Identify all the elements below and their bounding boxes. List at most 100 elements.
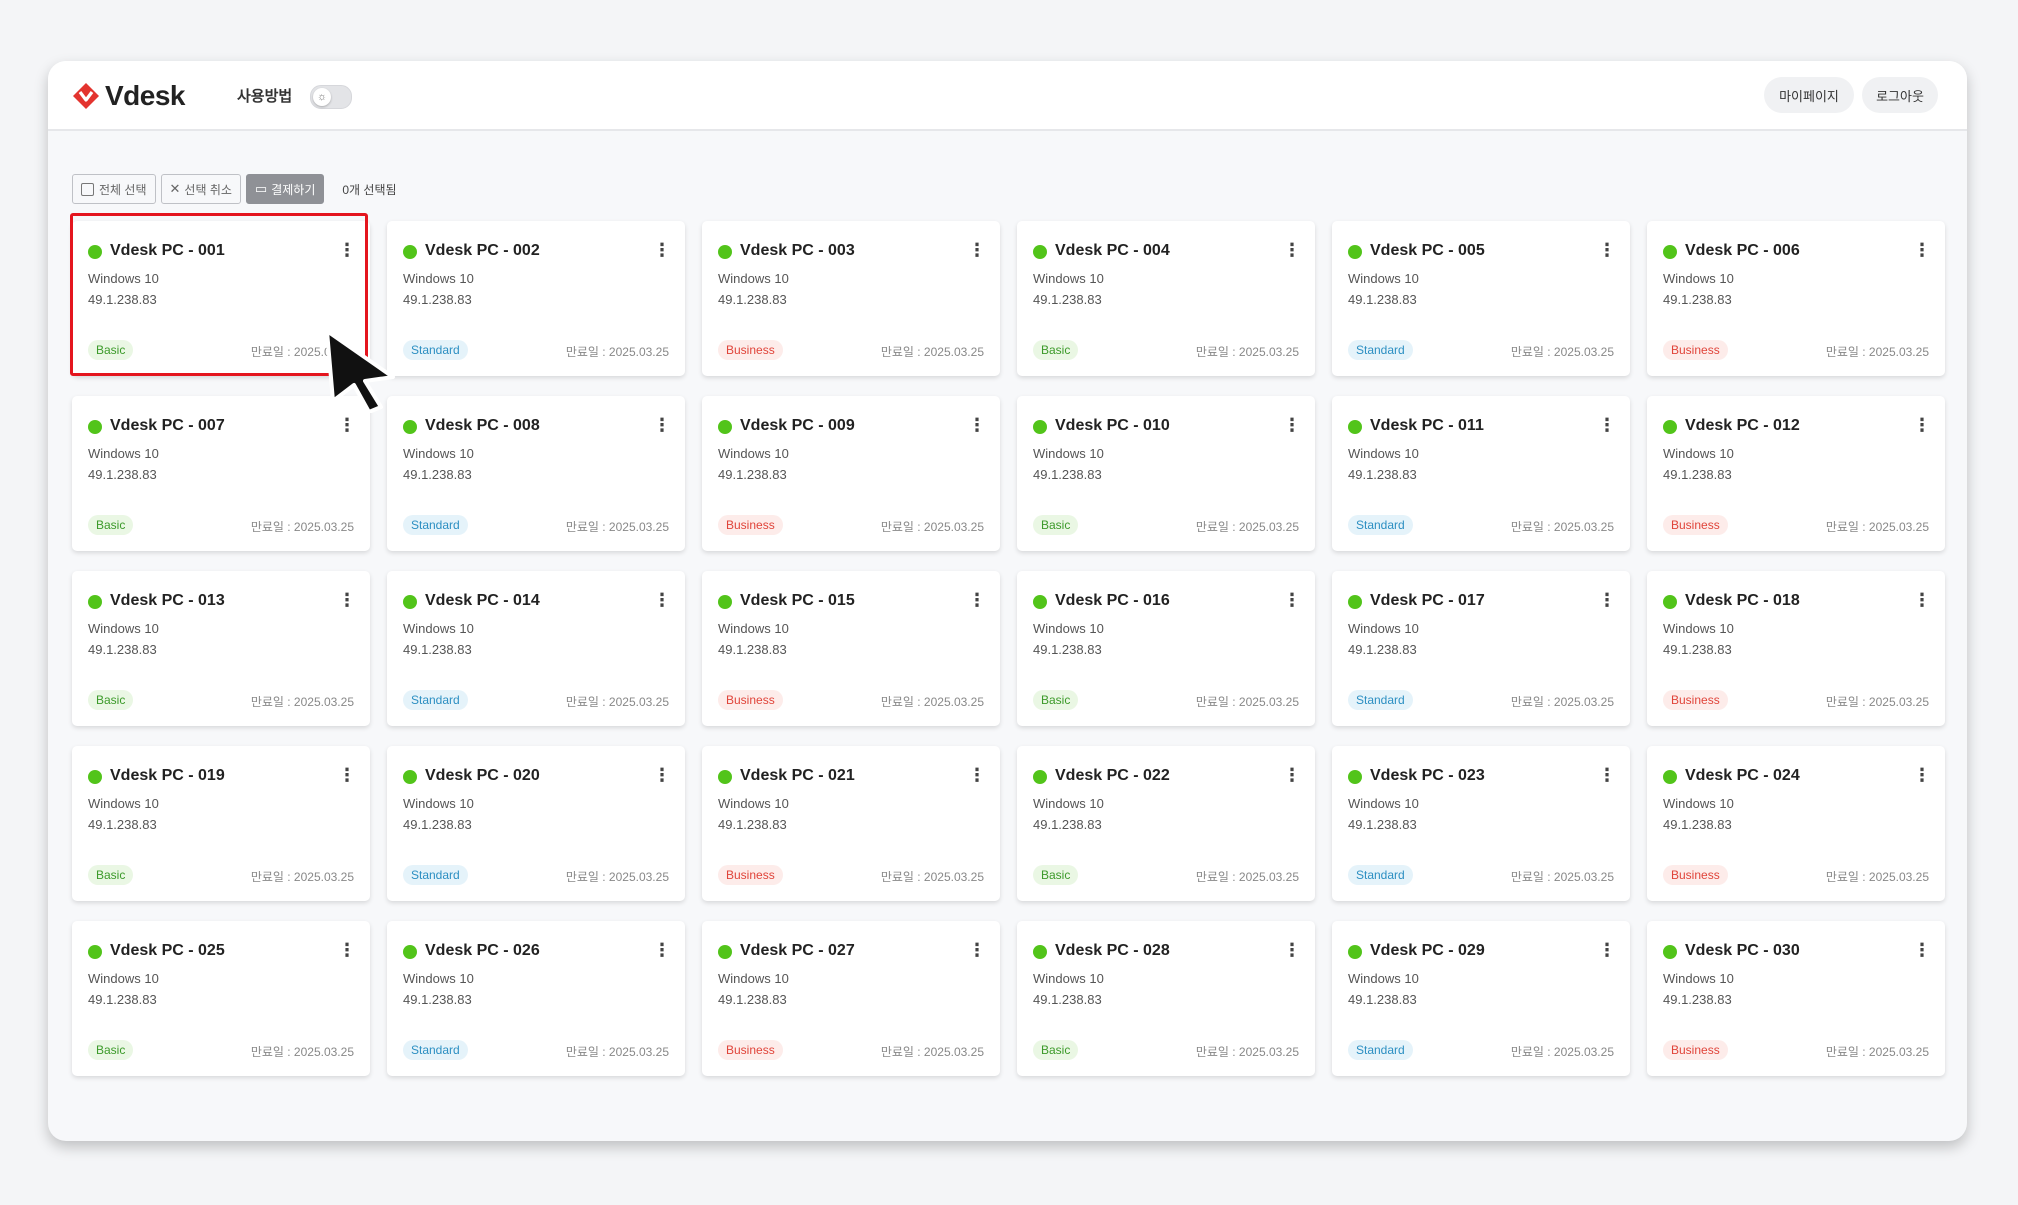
pc-card[interactable]: Vdesk PC - 012 ⋮ Windows 10 49.1.238.83 Busi… bbox=[1647, 396, 1945, 551]
more-vertical-icon[interactable]: ⋮ bbox=[1283, 590, 1301, 610]
pc-card[interactable]: Vdesk PC - 002 ⋮ Windows 10 49.1.238.83 Stan… bbox=[387, 221, 685, 376]
pc-card[interactable]: Vdesk PC - 029 ⋮ Windows 10 49.1.238.83 Stan… bbox=[1332, 921, 1630, 1076]
pc-card[interactable]: Vdesk PC - 015 ⋮ Windows 10 49.1.238.83 Busi… bbox=[702, 571, 1000, 726]
more-vertical-icon[interactable]: ⋮ bbox=[968, 765, 986, 785]
plan-badge: Business bbox=[1663, 1040, 1728, 1060]
status-online-icon bbox=[1663, 245, 1677, 259]
pc-card[interactable]: Vdesk PC - 005 ⋮ Windows 10 49.1.238.83 Stan… bbox=[1332, 221, 1630, 376]
selected-count: 0개 선택됨 bbox=[342, 182, 397, 197]
pay-button[interactable]: ▭ 결제하기 bbox=[245, 174, 325, 204]
pc-os: Windows 10 bbox=[1663, 271, 1734, 286]
more-vertical-icon[interactable]: ⋮ bbox=[968, 240, 986, 260]
pc-card[interactable]: Vdesk PC - 010 ⋮ Windows 10 49.1.238.83 Basi… bbox=[1017, 396, 1315, 551]
pc-name: Vdesk PC - 015 bbox=[740, 592, 855, 609]
pc-card[interactable]: Vdesk PC - 023 ⋮ Windows 10 49.1.238.83 Stan… bbox=[1332, 746, 1630, 901]
pc-os: Windows 10 bbox=[1033, 271, 1104, 286]
more-vertical-icon[interactable]: ⋮ bbox=[653, 590, 671, 610]
pc-name: Vdesk PC - 021 bbox=[740, 767, 855, 784]
deselect-button[interactable]: ✕ 선택 취소 bbox=[160, 174, 241, 204]
howto-toggle[interactable]: ☼ bbox=[310, 85, 352, 109]
more-vertical-icon[interactable]: ⋮ bbox=[968, 590, 986, 610]
more-vertical-icon[interactable]: ⋮ bbox=[338, 765, 356, 785]
plan-badge: Basic bbox=[88, 515, 134, 535]
pc-ip: 49.1.238.83 bbox=[403, 817, 472, 832]
more-vertical-icon[interactable]: ⋮ bbox=[653, 415, 671, 435]
pc-name: Vdesk PC - 018 bbox=[1685, 592, 1800, 609]
pc-os: Windows 10 bbox=[1663, 796, 1734, 811]
more-vertical-icon[interactable]: ⋮ bbox=[1283, 240, 1301, 260]
status-online-icon bbox=[88, 770, 102, 784]
pc-card[interactable]: Vdesk PC - 017 ⋮ Windows 10 49.1.238.83 Stan… bbox=[1332, 571, 1630, 726]
pc-card[interactable]: Vdesk PC - 020 ⋮ Windows 10 49.1.238.83 Stan… bbox=[387, 746, 685, 901]
pc-card[interactable]: Vdesk PC - 026 ⋮ Windows 10 49.1.238.83 Stan… bbox=[387, 921, 685, 1076]
pc-card[interactable]: Vdesk PC - 008 ⋮ Windows 10 49.1.238.83 Stan… bbox=[387, 396, 685, 551]
status-online-icon bbox=[403, 945, 417, 959]
pc-card[interactable]: Vdesk PC - 027 ⋮ Windows 10 49.1.238.83 Busi… bbox=[702, 921, 1000, 1076]
pc-ip: 49.1.238.83 bbox=[1033, 642, 1102, 657]
mypage-button[interactable]: 마이페이지 bbox=[1764, 77, 1854, 113]
more-vertical-icon[interactable]: ⋮ bbox=[1598, 940, 1616, 960]
more-vertical-icon[interactable]: ⋮ bbox=[1913, 240, 1931, 260]
expire-date: 만료일 : 2025.03.25 bbox=[1825, 870, 1929, 884]
more-vertical-icon[interactable]: ⋮ bbox=[1283, 940, 1301, 960]
status-online-icon bbox=[403, 595, 417, 609]
more-vertical-icon[interactable]: ⋮ bbox=[1913, 415, 1931, 435]
pc-card[interactable]: Vdesk PC - 014 ⋮ Windows 10 49.1.238.83 Stan… bbox=[387, 571, 685, 726]
more-vertical-icon[interactable]: ⋮ bbox=[1913, 765, 1931, 785]
more-vertical-icon[interactable]: ⋮ bbox=[1598, 765, 1616, 785]
pc-card[interactable]: Vdesk PC - 022 ⋮ Windows 10 49.1.238.83 Basi… bbox=[1017, 746, 1315, 901]
logo[interactable]: Vdesk bbox=[71, 80, 186, 111]
pc-card[interactable]: Vdesk PC - 004 ⋮ Windows 10 49.1.238.83 Basi… bbox=[1017, 221, 1315, 376]
pc-name: Vdesk PC - 007 bbox=[110, 417, 225, 434]
more-vertical-icon[interactable]: ⋮ bbox=[338, 590, 356, 610]
more-vertical-icon[interactable]: ⋮ bbox=[338, 940, 356, 960]
more-vertical-icon[interactable]: ⋮ bbox=[338, 415, 356, 435]
pc-name: Vdesk PC - 019 bbox=[110, 767, 225, 784]
pc-card[interactable]: Vdesk PC - 006 ⋮ Windows 10 49.1.238.83 Busi… bbox=[1647, 221, 1945, 376]
expire-date: 만료일 : 2025.03.25 bbox=[880, 1045, 984, 1059]
pc-name: Vdesk PC - 008 bbox=[425, 417, 540, 434]
more-vertical-icon[interactable]: ⋮ bbox=[1598, 415, 1616, 435]
pc-name: Vdesk PC - 013 bbox=[110, 592, 225, 609]
more-vertical-icon[interactable]: ⋮ bbox=[338, 240, 356, 260]
pc-card[interactable]: Vdesk PC - 030 ⋮ Windows 10 49.1.238.83 Busi… bbox=[1647, 921, 1945, 1076]
select-all-button[interactable]: 전체 선택 bbox=[72, 174, 156, 204]
pc-card[interactable]: Vdesk PC - 024 ⋮ Windows 10 49.1.238.83 Busi… bbox=[1647, 746, 1945, 901]
more-vertical-icon[interactable]: ⋮ bbox=[1283, 765, 1301, 785]
pc-ip: 49.1.238.83 bbox=[1663, 992, 1732, 1007]
pc-card[interactable]: Vdesk PC - 016 ⋮ Windows 10 49.1.238.83 Basi… bbox=[1017, 571, 1315, 726]
more-vertical-icon[interactable]: ⋮ bbox=[1283, 415, 1301, 435]
expire-date: 만료일 : 2025.03.25 bbox=[880, 695, 984, 709]
pc-card[interactable]: Vdesk PC - 011 ⋮ Windows 10 49.1.238.83 Stan… bbox=[1332, 396, 1630, 551]
pc-card[interactable]: Vdesk PC - 007 ⋮ Windows 10 49.1.238.83 Basi… bbox=[72, 396, 370, 551]
more-vertical-icon[interactable]: ⋮ bbox=[968, 415, 986, 435]
more-vertical-icon[interactable]: ⋮ bbox=[653, 765, 671, 785]
more-vertical-icon[interactable]: ⋮ bbox=[1913, 940, 1931, 960]
pc-card[interactable]: Vdesk PC - 025 ⋮ Windows 10 49.1.238.83 Basi… bbox=[72, 921, 370, 1076]
more-vertical-icon[interactable]: ⋮ bbox=[1598, 590, 1616, 610]
howto-label[interactable]: 사용방법 bbox=[237, 88, 293, 105]
pc-os: Windows 10 bbox=[718, 796, 789, 811]
top-header: Vdesk 사용방법 ☼ 마이페이지 로그아웃 bbox=[48, 61, 1967, 131]
pc-ip: 49.1.238.83 bbox=[1663, 292, 1732, 307]
pc-card[interactable]: Vdesk PC - 009 ⋮ Windows 10 49.1.238.83 Busi… bbox=[702, 396, 1000, 551]
pc-card[interactable]: Vdesk PC - 018 ⋮ Windows 10 49.1.238.83 Busi… bbox=[1647, 571, 1945, 726]
expire-date: 만료일 : 2025.03.25 bbox=[1195, 695, 1299, 709]
pc-card[interactable]: Vdesk PC - 013 ⋮ Windows 10 49.1.238.83 Basi… bbox=[72, 571, 370, 726]
pc-card[interactable]: Vdesk PC - 019 ⋮ Windows 10 49.1.238.83 Basi… bbox=[72, 746, 370, 901]
pc-card[interactable]: Vdesk PC - 001 ⋮ Windows 10 49.1.238.83 Basi… bbox=[72, 221, 370, 376]
pc-os: Windows 10 bbox=[403, 796, 474, 811]
logout-button[interactable]: 로그아웃 bbox=[1862, 77, 1938, 113]
pc-ip: 49.1.238.83 bbox=[88, 467, 157, 482]
pc-ip: 49.1.238.83 bbox=[403, 992, 472, 1007]
more-vertical-icon[interactable]: ⋮ bbox=[1598, 240, 1616, 260]
pc-card[interactable]: Vdesk PC - 003 ⋮ Windows 10 49.1.238.83 Busi… bbox=[702, 221, 1000, 376]
pc-card[interactable]: Vdesk PC - 021 ⋮ Windows 10 49.1.238.83 Busi… bbox=[702, 746, 1000, 901]
more-vertical-icon[interactable]: ⋮ bbox=[968, 940, 986, 960]
more-vertical-icon[interactable]: ⋮ bbox=[1913, 590, 1931, 610]
pc-ip: 49.1.238.83 bbox=[1663, 817, 1732, 832]
pc-card[interactable]: Vdesk PC - 028 ⋮ Windows 10 49.1.238.83 Basi… bbox=[1017, 921, 1315, 1076]
more-vertical-icon[interactable]: ⋮ bbox=[653, 940, 671, 960]
more-vertical-icon[interactable]: ⋮ bbox=[653, 240, 671, 260]
pc-name: Vdesk PC - 017 bbox=[1370, 592, 1485, 609]
